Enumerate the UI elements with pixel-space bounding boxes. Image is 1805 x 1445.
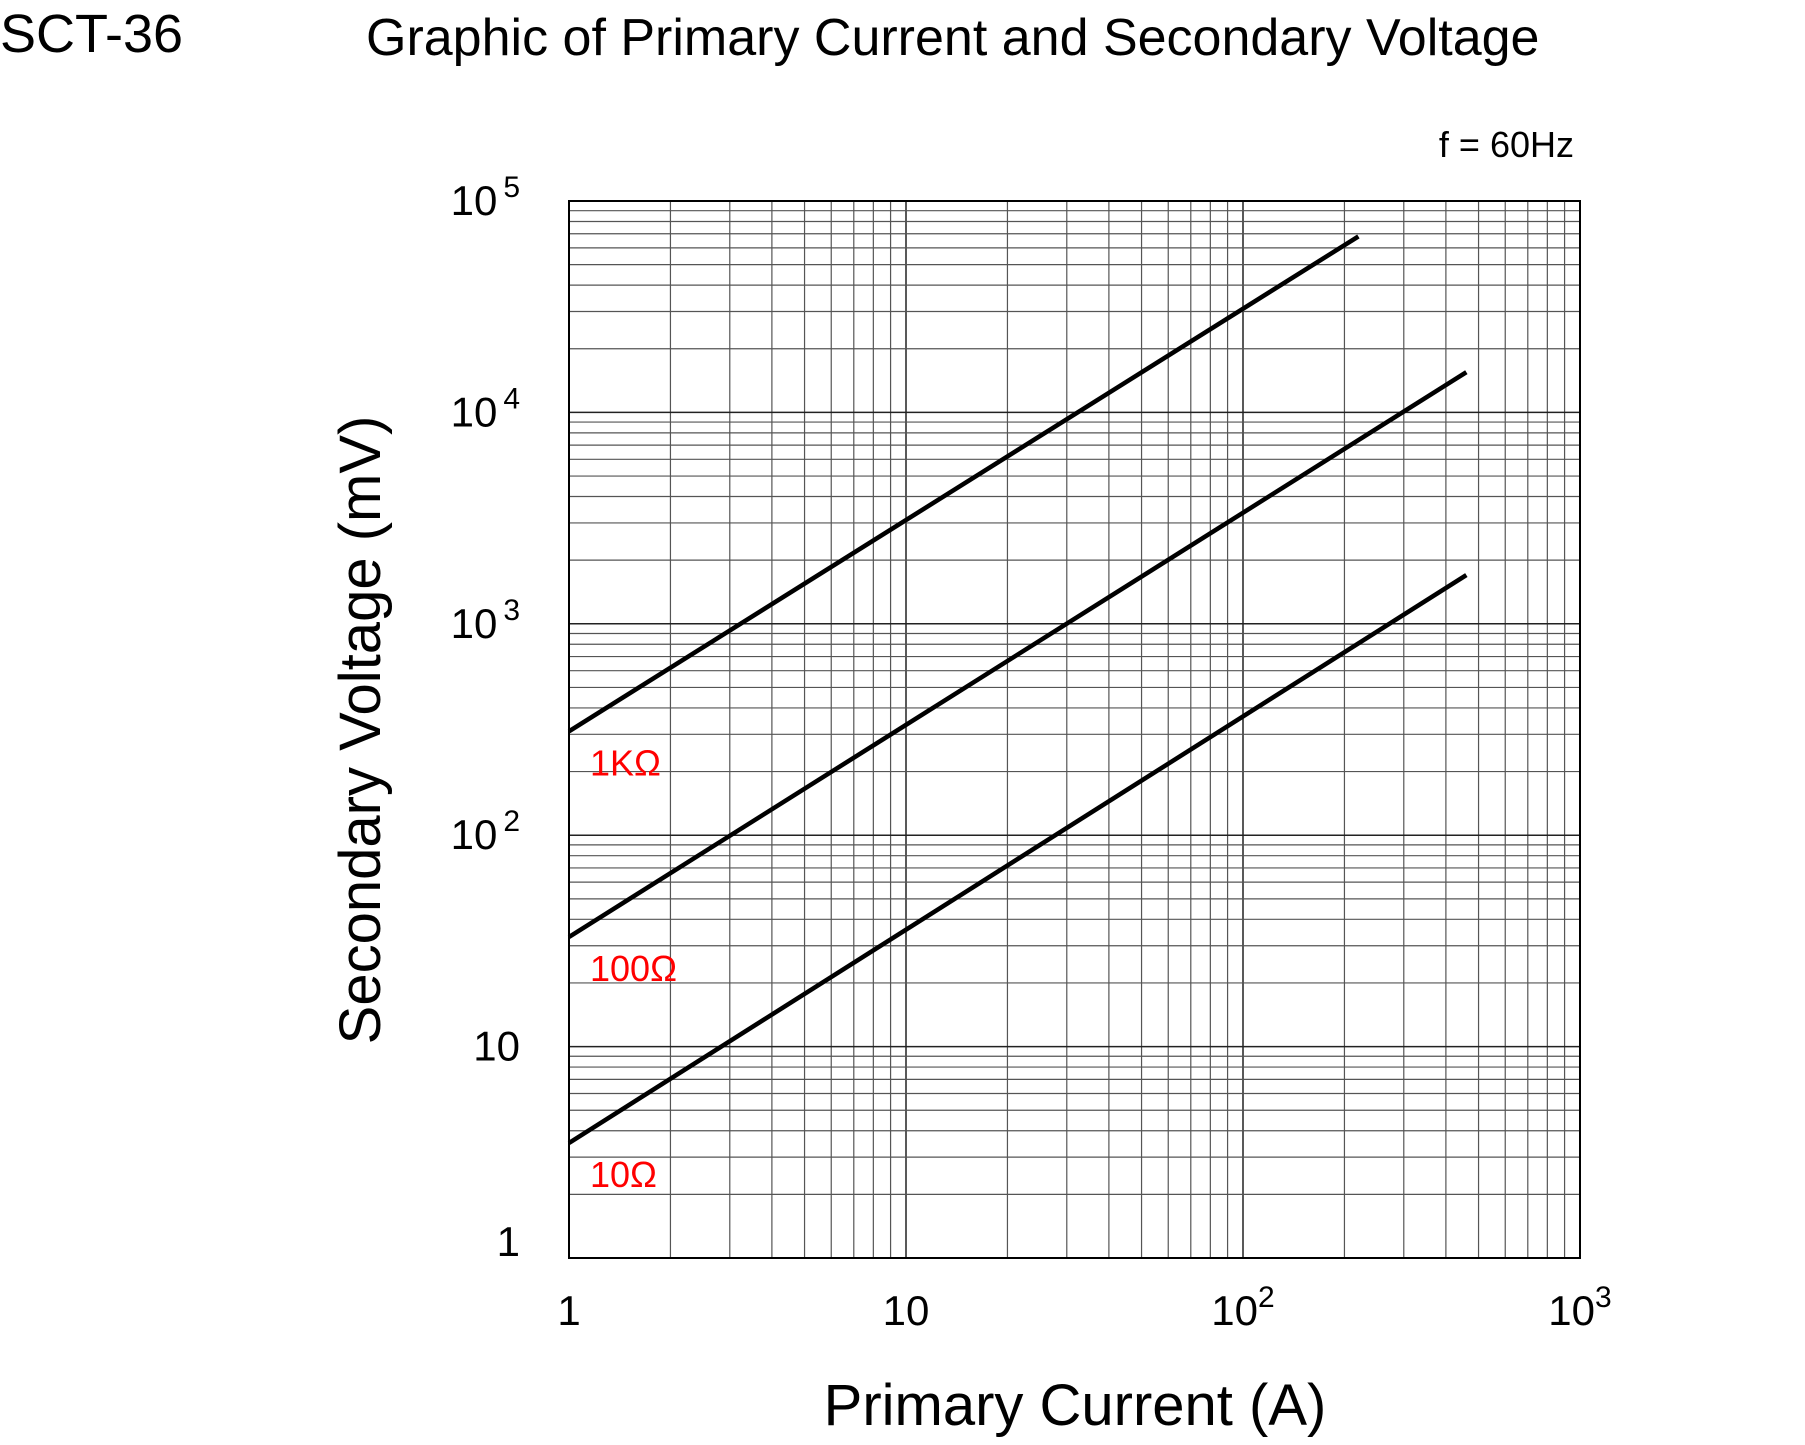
- chart-title: Graphic of Primary Current and Secondary…: [366, 9, 1539, 67]
- series-line: [567, 370, 1468, 939]
- y-tick-label: 10 3: [451, 594, 520, 647]
- grid: [568, 200, 1581, 1259]
- y-tick-label: 10 4: [451, 382, 520, 435]
- x-tick-label: 10: [883, 1287, 930, 1334]
- x-axis-label: Primary Current (A): [824, 1373, 1327, 1438]
- series-label: 100Ω: [590, 948, 677, 989]
- y-tick-label: 10: [473, 1023, 520, 1070]
- series-label: 10Ω: [590, 1154, 657, 1195]
- plot-frame: [568, 200, 1581, 1259]
- x-tick-label: 1: [557, 1287, 580, 1334]
- series-line: [567, 573, 1468, 1145]
- x-tick-label: 103: [1548, 1281, 1611, 1334]
- y-tick-label: 10 2: [451, 805, 520, 858]
- series-line: [567, 234, 1360, 734]
- series-lines: 1KΩ 100Ω 10Ω: [567, 234, 1468, 1195]
- y-tick-label: 10 5: [451, 171, 520, 224]
- y-tick-label: 1: [497, 1218, 520, 1265]
- series-label: 1KΩ: [590, 742, 661, 783]
- y-axis-label: Secondary Voltage (mV): [328, 416, 393, 1045]
- x-tick-label: 102: [1211, 1281, 1274, 1334]
- model-label: SCT-36: [0, 4, 183, 64]
- frequency-annotation: f = 60Hz: [1439, 124, 1574, 165]
